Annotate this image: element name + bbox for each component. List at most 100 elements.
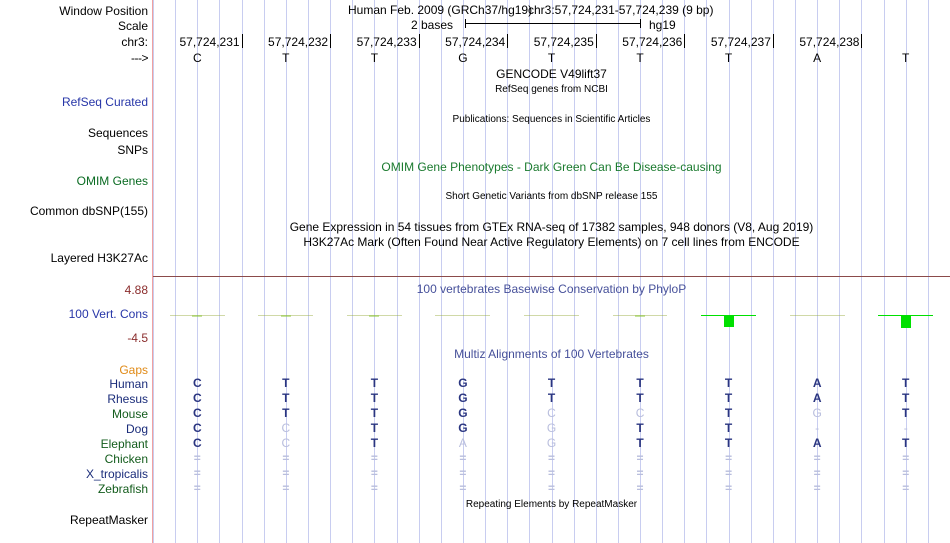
position-title: chr3:57,724,231-57,724,239 (9 bp) bbox=[528, 3, 714, 17]
multiz-base-chicken: = bbox=[370, 451, 378, 465]
assembly-short: hg19 bbox=[649, 18, 676, 32]
species-label-human[interactable]: Human bbox=[109, 377, 148, 391]
multiz-base-chicken: = bbox=[725, 451, 733, 465]
conservation-bar bbox=[192, 315, 203, 318]
conservation-baseline-tick bbox=[789, 315, 845, 317]
species-label-zebrafish[interactable]: Zebrafish bbox=[97, 482, 148, 496]
species-label-x_tropicalis[interactable]: X_tropicalis bbox=[85, 467, 148, 481]
multiz-base-dog: T bbox=[370, 421, 379, 435]
grid-line bbox=[440, 0, 442, 543]
multiz-base-mouse: G bbox=[812, 406, 822, 420]
grid-line bbox=[750, 0, 752, 543]
ruler-tick bbox=[861, 34, 863, 48]
conservation-bar bbox=[369, 315, 380, 318]
cons-max-value: 4.88 bbox=[124, 283, 148, 297]
multiz-base-mouse: T bbox=[370, 406, 379, 420]
scale-label: 2 bases bbox=[411, 18, 454, 32]
multiz-base-zebrafish: = bbox=[459, 481, 467, 495]
multiz-base-chicken: = bbox=[813, 451, 821, 465]
multiz-base-x_tropicalis: = bbox=[193, 466, 201, 480]
conservation-bar bbox=[900, 315, 911, 329]
multiz-base-chicken: = bbox=[459, 451, 467, 465]
label-common-dbsnp[interactable]: Common dbSNP(155) bbox=[29, 204, 148, 218]
label-sequences[interactable]: Sequences bbox=[87, 126, 148, 140]
multiz-base-dog: T bbox=[724, 421, 733, 435]
grid-line bbox=[507, 0, 509, 543]
label-omim-genes[interactable]: OMIM Genes bbox=[76, 174, 148, 188]
multiz-base-mouse: C bbox=[547, 406, 556, 420]
label-snps[interactable]: SNPs bbox=[117, 143, 148, 157]
species-label-elephant[interactable]: Elephant bbox=[100, 437, 148, 451]
panel-divider bbox=[152, 0, 153, 543]
label-gaps[interactable]: Gaps bbox=[119, 363, 148, 377]
multiz-base-human: T bbox=[547, 376, 556, 390]
multiz-base-elephant: A bbox=[812, 436, 822, 450]
cons-min-value: -4.5 bbox=[127, 331, 148, 345]
track-title-gencode: GENCODE V49lift37 bbox=[496, 67, 607, 81]
multiz-base-elephant: C bbox=[192, 436, 202, 450]
grid-line bbox=[529, 0, 531, 543]
ruler-coordinate-label: 57,724,236 bbox=[622, 35, 683, 49]
multiz-base-rhesus: T bbox=[370, 391, 379, 405]
multiz-base-dog: T bbox=[636, 421, 644, 435]
ruler-coordinate-label: 57,724,231 bbox=[179, 35, 240, 49]
label-layered-h3k27ac[interactable]: Layered H3K27Ac bbox=[50, 251, 148, 265]
grid-line bbox=[706, 0, 708, 543]
grid-line bbox=[795, 0, 797, 543]
multiz-base-x_tropicalis: = bbox=[547, 466, 555, 480]
species-label-dog[interactable]: Dog bbox=[125, 422, 148, 436]
multiz-base-mouse: G bbox=[458, 406, 468, 420]
multiz-base-x_tropicalis: = bbox=[902, 466, 910, 480]
label-100-vert-cons[interactable]: 100 Vert. Cons bbox=[68, 307, 148, 321]
multiz-base-zebrafish: = bbox=[813, 481, 821, 495]
grid-line bbox=[485, 0, 487, 543]
multiz-base-zebrafish: = bbox=[725, 481, 733, 495]
grid-line bbox=[728, 0, 730, 543]
multiz-base-x_tropicalis: = bbox=[725, 466, 733, 480]
ruler-base-letter: A bbox=[813, 51, 822, 65]
grid-line bbox=[617, 0, 619, 543]
grid-line bbox=[219, 0, 221, 543]
scale-cap-right bbox=[640, 19, 641, 28]
label-refseq-curated[interactable]: RefSeq Curated bbox=[61, 95, 148, 109]
ruler-coordinate-label: 57,724,233 bbox=[356, 35, 417, 49]
grid-line bbox=[374, 0, 376, 543]
grid-line bbox=[839, 0, 841, 543]
multiz-base-dog: - bbox=[815, 421, 820, 435]
multiz-base-x_tropicalis: = bbox=[813, 466, 821, 480]
grid-line bbox=[573, 0, 575, 543]
conservation-bar bbox=[280, 315, 291, 318]
ruler-base-letter: T bbox=[636, 51, 644, 65]
conservation-baseline-tick bbox=[435, 315, 491, 317]
ruler-base-letter: T bbox=[724, 51, 733, 65]
multiz-base-zebrafish: = bbox=[547, 481, 555, 495]
multiz-base-mouse: T bbox=[724, 406, 733, 420]
multiz-base-rhesus: T bbox=[282, 391, 290, 405]
label-strand-arrow: ---> bbox=[131, 51, 149, 65]
grid-line bbox=[817, 0, 819, 543]
ruler-tick bbox=[241, 34, 243, 48]
conservation-baseline-tick bbox=[524, 315, 579, 317]
species-label-rhesus[interactable]: Rhesus bbox=[107, 392, 148, 406]
multiz-base-mouse: T bbox=[902, 406, 910, 420]
species-label-chicken[interactable]: Chicken bbox=[104, 452, 148, 466]
conservation-bar bbox=[723, 315, 734, 328]
multiz-base-human: T bbox=[902, 376, 910, 390]
ruler-tick bbox=[684, 34, 686, 48]
ruler-coordinate-label: 57,724,235 bbox=[533, 35, 594, 49]
ruler-base-letter: C bbox=[192, 51, 202, 65]
multiz-base-x_tropicalis: = bbox=[370, 466, 378, 480]
multiz-base-mouse: T bbox=[282, 406, 290, 420]
species-label-mouse[interactable]: Mouse bbox=[111, 407, 148, 421]
multiz-base-human: T bbox=[370, 376, 379, 390]
grid-line bbox=[263, 0, 265, 543]
grid-line bbox=[352, 0, 354, 543]
grid-line bbox=[418, 0, 420, 543]
multiz-base-elephant: T bbox=[370, 436, 379, 450]
ruler-base-letter: T bbox=[902, 51, 910, 65]
label-repeatmasker[interactable]: RepeatMasker bbox=[69, 513, 148, 527]
grid-line bbox=[595, 0, 597, 543]
multiz-base-rhesus: T bbox=[724, 391, 733, 405]
multiz-base-x_tropicalis: = bbox=[459, 466, 467, 480]
